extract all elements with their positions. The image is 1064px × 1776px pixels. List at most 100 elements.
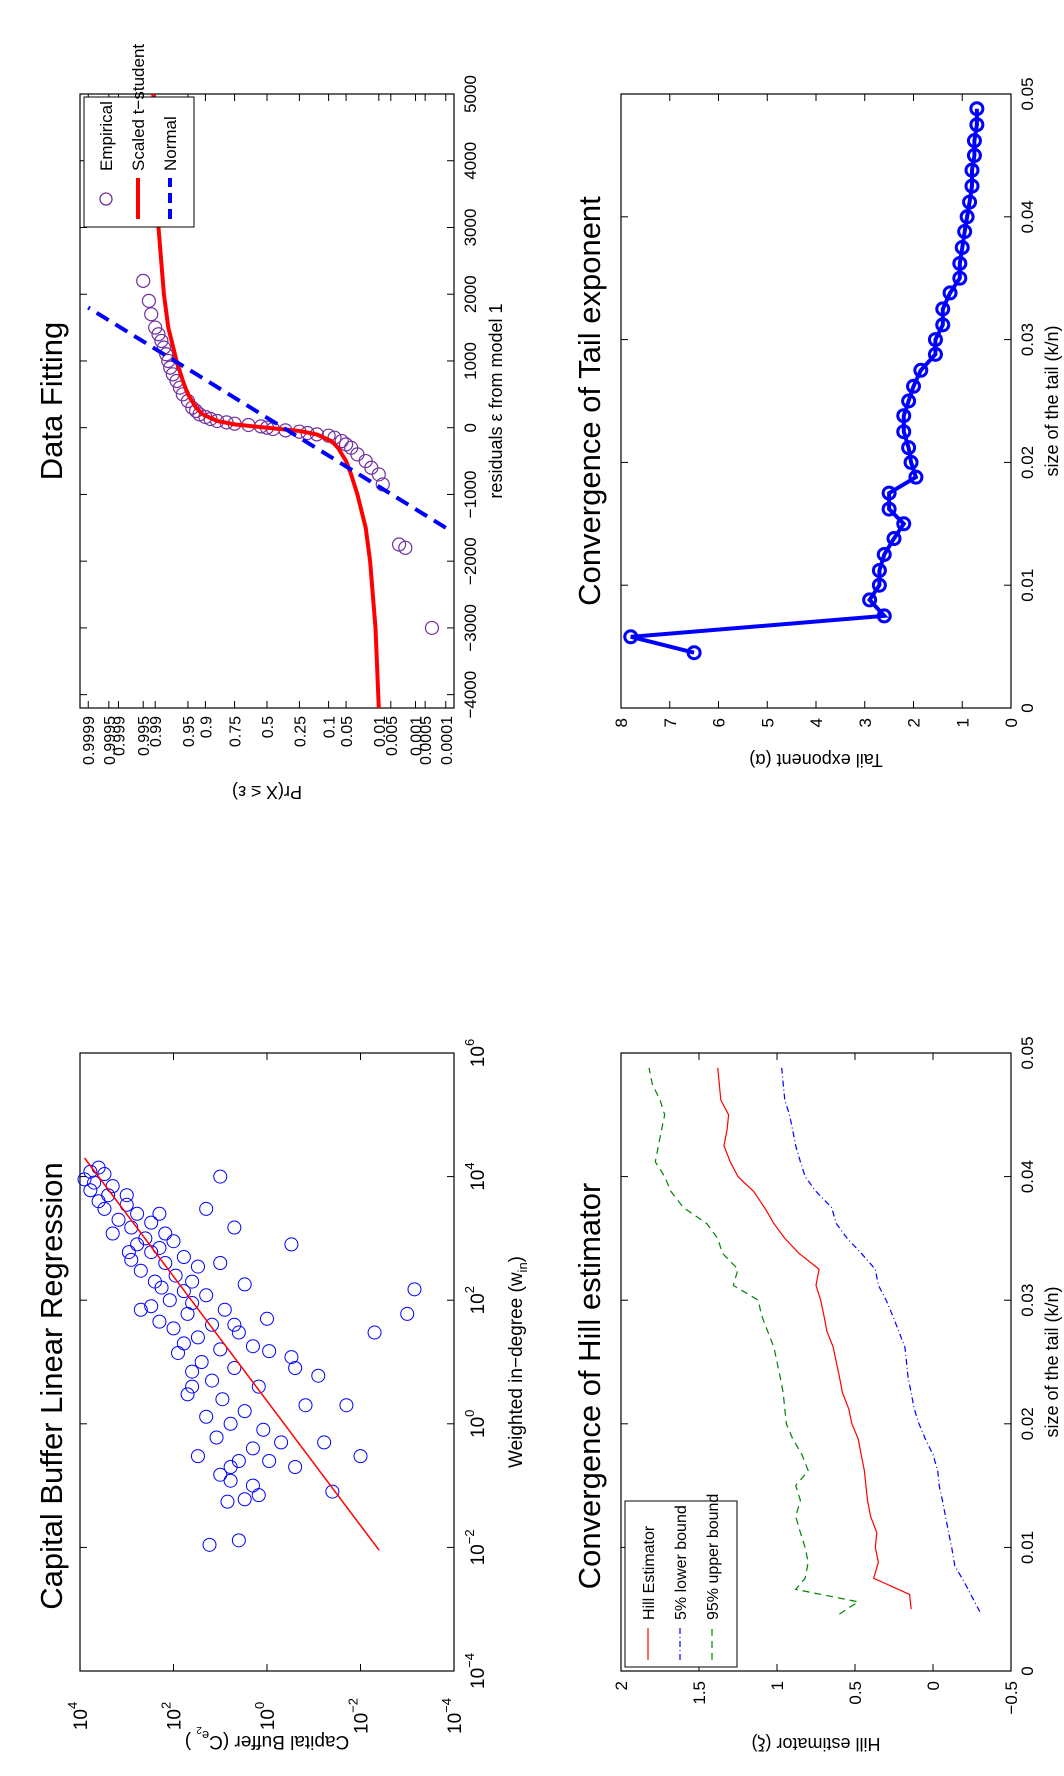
panel-data-fitting: Data Fitting −4000 −3000 −2000 −1000 0 1000 20…	[34, 44, 506, 802]
y-tick-label: 0.0001	[439, 716, 456, 765]
scatter-point	[311, 1368, 326, 1383]
scatter-point	[262, 1344, 277, 1359]
scatter-point	[205, 1317, 220, 1332]
scatter-point	[158, 1255, 173, 1270]
x-tick-label: 0	[1018, 703, 1037, 712]
series-point	[954, 240, 970, 255]
scatter-point	[190, 1449, 205, 1464]
scatter-point	[284, 1350, 299, 1365]
plot-area: −4000 −3000 −2000 −1000 0 1000 2000 3000 4000 500…	[80, 75, 480, 765]
y-tick-label: 5	[758, 718, 777, 727]
panel-tail-exponent: Convergence of Tail exponent 0 0.01 0.02 0.…	[572, 77, 1062, 770]
scatter-point	[215, 1392, 230, 1407]
legend-box	[624, 1500, 738, 1668]
x-tick-label: 106	[462, 1039, 489, 1067]
series-point	[871, 577, 887, 593]
scatter-point	[144, 1299, 159, 1314]
scatter-point	[199, 1201, 214, 1216]
scatter-point	[227, 1360, 242, 1375]
y-tick-label: 0.01	[372, 716, 389, 747]
plot-area: 0 0.01 0.02 0.03 0.04 0.05 0 1 2 3 4 5 6 7 8	[612, 77, 1037, 727]
x-tick-label: −4000	[461, 671, 480, 719]
y-axis-label: Tail exponent (α)	[749, 750, 882, 770]
scatter-point	[237, 1277, 252, 1292]
x-tick-label: −2000	[461, 537, 480, 585]
scatter-point	[223, 1459, 238, 1474]
y-tick-label: 102	[159, 1702, 186, 1730]
scatter-point	[262, 1454, 277, 1469]
x-axis-label: size of the tail (k/n)	[1042, 325, 1062, 476]
scatter-point	[158, 1226, 173, 1241]
scatter-point	[227, 1220, 242, 1235]
series-point	[623, 629, 639, 645]
x-tick-label: 0	[461, 423, 480, 432]
y-tick-label: 10−2	[346, 1698, 373, 1734]
regression-line	[83, 1157, 380, 1551]
scatter-point	[190, 1330, 205, 1345]
series-point	[927, 346, 943, 362]
y-tick-label: 0.5	[260, 716, 277, 738]
empirical-point	[151, 327, 166, 342]
legend-label-lower: 5% lower bound	[673, 1505, 690, 1620]
series-point	[862, 592, 878, 608]
scatter-point	[166, 1321, 181, 1336]
y-tick-label: 0.25	[292, 716, 309, 747]
empirical-point	[338, 437, 354, 452]
x-tick-label: 10−4	[462, 1653, 489, 1689]
plot-frame	[620, 93, 1012, 709]
series-point	[881, 485, 897, 501]
scatter-point	[317, 1435, 332, 1450]
scatter-point	[97, 1201, 112, 1216]
empirical-point	[148, 320, 163, 335]
scatter-point	[133, 1302, 148, 1317]
empirical-point	[136, 273, 151, 288]
scatter-point	[298, 1398, 313, 1413]
scatter-point	[147, 1274, 162, 1289]
y-tick-label: 104	[65, 1702, 92, 1730]
y-tick-label: 1	[953, 718, 972, 727]
chart-title: Convergence of Hill estimator	[572, 1183, 607, 1590]
scatter-point	[152, 1206, 167, 1221]
scatter-point	[251, 1488, 266, 1503]
scatter-point	[138, 1231, 153, 1246]
y-tick-label: 8	[612, 718, 631, 727]
legend-label-empirical: Empirical	[97, 101, 116, 171]
x-tick-label: 0.02	[1018, 446, 1037, 479]
scatter-point	[185, 1296, 200, 1311]
legend-label-student: Scaled t−student	[129, 44, 148, 171]
y-tick-label: 3	[856, 718, 875, 727]
y-tick-label: 0	[1002, 718, 1021, 727]
scatter-point	[194, 1355, 209, 1369]
scatter-point	[133, 1263, 148, 1278]
scatter-point	[166, 1234, 181, 1249]
series-point	[901, 393, 917, 409]
y-tick-label: 1.5	[690, 1681, 709, 1705]
chart-title: Capital Buffer Linear Regression	[34, 1162, 69, 1609]
empirical-point	[334, 433, 349, 449]
series-point	[886, 531, 902, 547]
series-point	[969, 117, 985, 133]
scatter-point	[237, 1492, 252, 1507]
scatter-point	[171, 1345, 186, 1360]
scatter-point	[185, 1364, 200, 1379]
x-tick-label: −1000	[461, 471, 480, 519]
legend-label-normal: Normal	[161, 116, 180, 171]
scatter-point	[124, 1252, 139, 1267]
empirical-point	[159, 347, 174, 362]
scatter-point	[217, 1302, 232, 1317]
scatter-point	[227, 1317, 242, 1332]
y-tick-label: 0.9995	[102, 716, 119, 765]
scatter-point	[213, 1169, 228, 1184]
y-tick-label: 7	[661, 718, 680, 727]
y-tick-label: 6	[710, 718, 729, 727]
series-point	[906, 378, 921, 394]
y-axis-label: Pr(X ≤ ε)	[232, 782, 302, 802]
x-tick-label: 2000	[461, 275, 480, 313]
x-tick-label: 0	[1018, 1666, 1037, 1675]
scatter-point	[144, 1215, 159, 1230]
scatter-point	[83, 1183, 98, 1198]
series-point	[876, 608, 892, 624]
scatter-point	[130, 1206, 145, 1221]
scatter-point	[209, 1430, 224, 1445]
